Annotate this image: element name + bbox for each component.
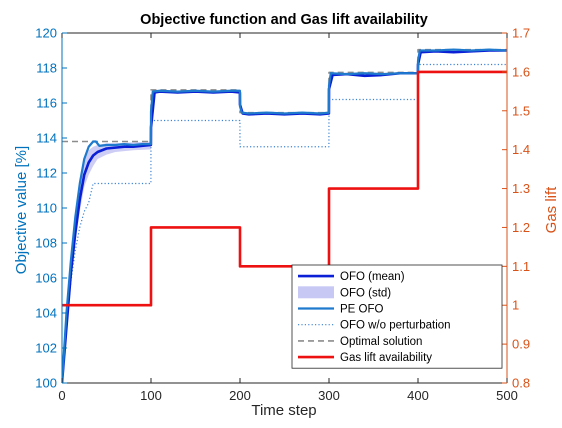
legend-swatch-ofo-std <box>298 286 334 299</box>
left-y-tick-label: 104 <box>35 306 57 321</box>
legend-label: Optimal solution <box>340 336 422 348</box>
legend-label: OFO (mean) <box>340 271 405 283</box>
left-y-tick-label: 108 <box>35 236 57 251</box>
left-y-axis-label: Objective value [%] <box>13 146 30 274</box>
right-y-tick-label: 1.2 <box>512 220 530 235</box>
right-y-tick-label: 1.1 <box>512 259 530 274</box>
right-y-tick-label: 1 <box>512 298 519 313</box>
legend-label: OFO (std) <box>340 287 391 299</box>
x-tick-label: 300 <box>318 388 340 403</box>
x-tick-label: 0 <box>58 388 65 403</box>
left-y-tick-label: 106 <box>35 271 57 286</box>
right-y-tick-label: 1.7 <box>512 26 530 41</box>
left-y-tick-label: 110 <box>36 201 57 216</box>
left-y-tick-label: 100 <box>35 376 57 391</box>
left-y-tick-label: 120 <box>35 26 57 41</box>
legend-label: PE OFO <box>340 304 384 316</box>
x-tick-label: 500 <box>496 388 518 403</box>
left-y-tick-label: 112 <box>36 166 57 181</box>
left-y-tick-label: 116 <box>36 96 57 111</box>
x-tick-label: 200 <box>229 388 251 403</box>
series-ofo-no-perturbation-line <box>62 63 507 383</box>
right-y-axis-label: Gas lift <box>543 186 560 234</box>
legend-label: Gas lift availability <box>340 352 432 364</box>
left-y-tick-label: 118 <box>36 61 57 76</box>
chart-title: Objective function and Gas lift availabi… <box>140 12 428 28</box>
legend-box <box>291 264 503 369</box>
legend-label: OFO w/o perturbation <box>340 320 451 332</box>
right-y-tick-label: 1.4 <box>512 142 530 157</box>
x-tick-label: 100 <box>140 388 162 403</box>
x-tick-label: 400 <box>407 388 429 403</box>
series-pe-ofo-line <box>62 48 507 383</box>
series-gas-lift-line <box>62 70 507 307</box>
right-y-tick-label: 1.6 <box>512 64 530 79</box>
right-y-tick-label: 1.3 <box>512 181 530 196</box>
data-layer <box>62 48 507 383</box>
plot-area <box>62 48 507 383</box>
right-y-tick-label: 1.5 <box>512 103 530 118</box>
left-y-tick-label: 102 <box>35 341 57 356</box>
legend: OFO (mean) OFO (std) PE OFO OFO w/o perturb… <box>291 264 503 369</box>
right-y-tick-label: 0.8 <box>512 376 530 391</box>
right-y-tick-label: 0.9 <box>512 337 530 352</box>
left-y-tick-label: 114 <box>36 131 57 146</box>
axes-group: 0 100 200 300 400 500100102104106108110112114… <box>35 26 530 404</box>
x-axis-label: Time step <box>251 402 316 419</box>
